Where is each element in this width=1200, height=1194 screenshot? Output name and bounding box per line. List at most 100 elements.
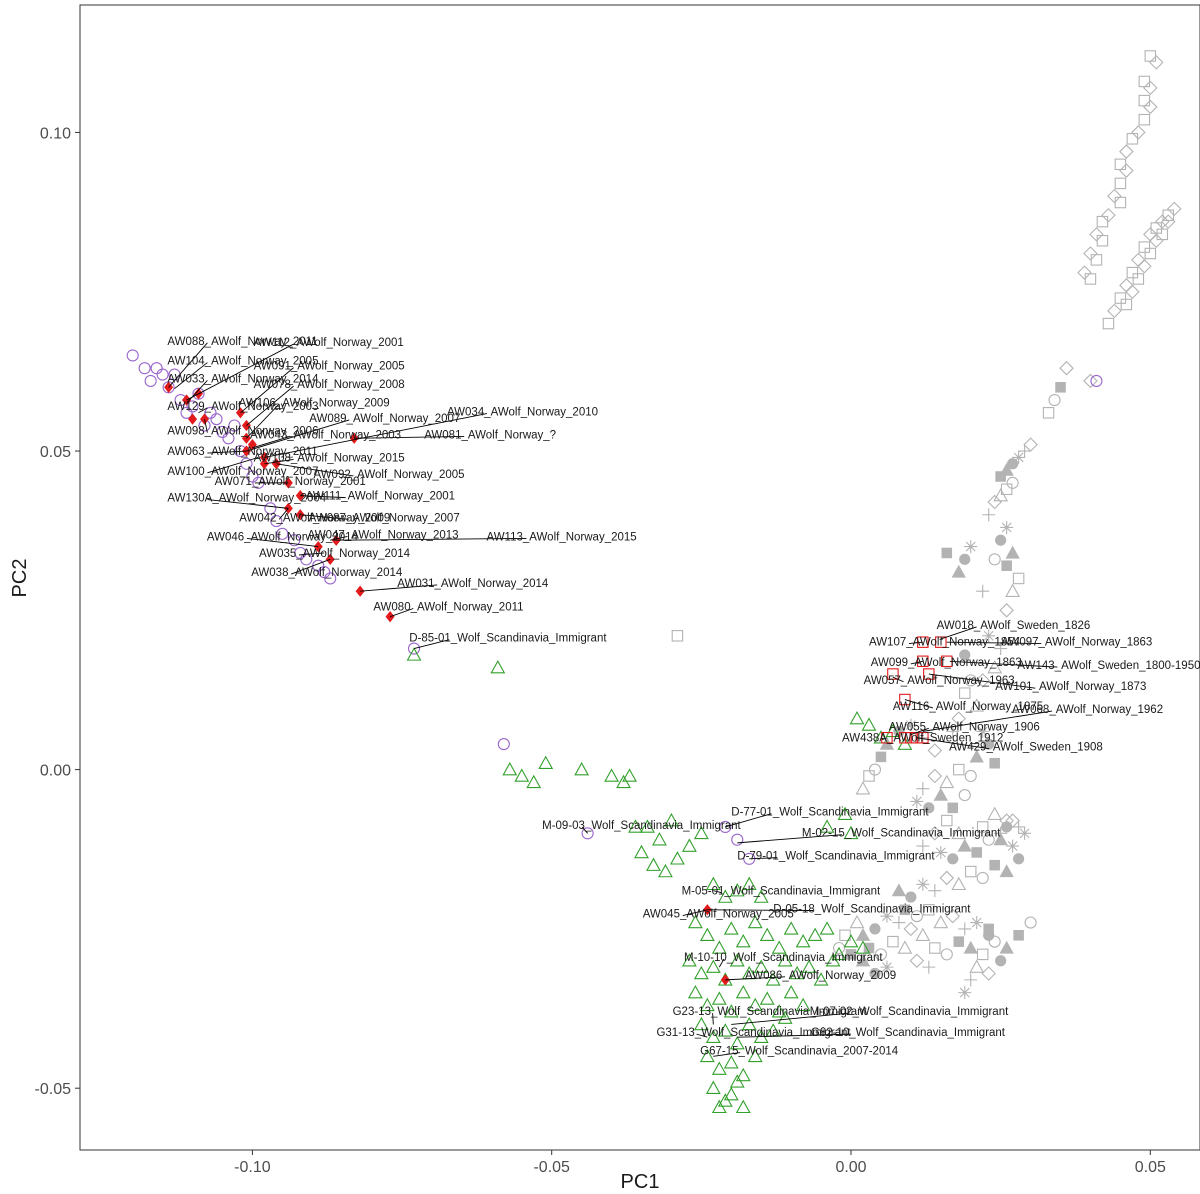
data-point [514,768,530,782]
annotation-leader [389,608,414,618]
x-tick-label: -0.10 [234,1159,271,1176]
data-point [1120,298,1133,311]
data-point [855,953,871,967]
data-point [1160,214,1176,229]
annotation-leader [207,450,247,454]
annotation-label: AW063_AWolf_Norway_2011 [167,446,317,458]
data-point [526,774,542,789]
annotation-label: G67-15_Wolf_Scandinavia_2007-2014 [700,1046,899,1058]
data-point [652,832,667,846]
y-tick-label: 0.05 [40,444,71,461]
annotation-leader [240,367,294,414]
x-tick-label: 0.00 [835,1159,866,1176]
data-point [880,960,894,974]
annotation-leader [186,343,294,401]
y-tick-label: -0.05 [35,1081,72,1098]
data-point [1090,374,1103,388]
data-point [982,833,995,846]
data-point [891,883,907,897]
data-point [144,374,157,388]
annotation-leader [291,558,331,575]
data-point [969,749,984,763]
data-point [868,763,882,776]
data-point [1084,273,1097,285]
data-point [855,940,871,954]
data-point [940,948,953,961]
annotation-label: AW047_AWolf_Norway_2013 [307,529,458,541]
annotation-leader [252,436,291,449]
data-point [1114,177,1127,190]
x-tick-label: 0.05 [1135,1159,1166,1176]
data-point [916,877,930,891]
axis-ticks: -0.10 -0.05 0.00 0.05 -0.05 0.00 0.05 0.10 [35,125,1166,1176]
data-point [729,883,745,897]
data-point [1107,303,1122,319]
data-point [1096,235,1109,247]
data-point [1138,113,1151,126]
data-point [723,921,739,935]
data-point [1001,560,1012,571]
annotation-leader [168,342,208,388]
annotation-label: AW038_AWolf_Norway_2014 [251,567,403,579]
annotation-label: M-09-03_Wolf_Scandinavia_Immigrant [542,820,741,832]
annotation-leader [908,641,923,644]
data-point [999,603,1014,618]
data-point [1001,821,1013,833]
data-point [1149,55,1164,70]
data-point [1101,207,1116,223]
data-point [270,515,283,528]
data-point [958,986,972,1000]
data-point [982,508,996,522]
annotation-leader [264,413,488,458]
data-point [1114,292,1127,304]
data-point [905,891,917,903]
data-point [1096,215,1109,228]
data-point [993,832,1008,846]
data-point [731,833,744,846]
data-point [1005,545,1020,559]
annotation-leader [246,419,350,452]
data-point [759,991,775,1005]
data-point [719,820,732,834]
data-point [987,806,1003,820]
data-point [863,770,875,782]
annotation-label: AW108_AWolf_Norway_2015 [254,452,405,464]
data-point [699,927,715,942]
data-point [964,540,978,554]
data-point [945,908,961,924]
data-point [406,647,422,661]
data-point [976,584,990,598]
annotation-leader [737,1033,851,1038]
data-point [240,457,253,470]
annotation-leader [892,676,904,683]
annotation-leader [725,813,772,828]
data-point [1166,201,1182,217]
data-point [1143,80,1158,96]
data-point [899,904,911,916]
annotation-label: AW100_AWolf_Norway_2007 [167,466,318,478]
data-point [1083,246,1098,261]
data-point [982,629,996,643]
annotation-label: AW046_AWolf_Norway_2014 [207,531,359,543]
data-point [735,984,751,999]
annotation-label: AW129_AWolf_Norway_2003 [167,401,318,413]
data-point [837,806,853,820]
annotation-label: AW101_AWolf_Norway_1873 [995,681,1146,693]
data-point [671,630,684,642]
data-point [669,851,685,865]
data-point [1000,483,1013,496]
data-point [574,761,590,776]
data-point [887,935,899,948]
data-point [1012,820,1026,834]
annotation-leader [276,463,354,477]
data-point [976,821,989,833]
data-point [989,757,1000,769]
data-point [699,997,715,1012]
data-point [1155,214,1170,229]
data-point [1089,227,1104,242]
data-point [995,471,1006,482]
annotation-leader [198,407,208,414]
data-point [1006,839,1020,853]
data-point [1107,188,1122,204]
data-point [801,959,817,973]
